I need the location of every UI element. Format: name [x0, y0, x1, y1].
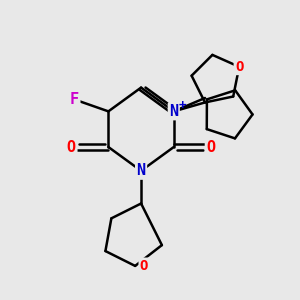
Text: O: O	[67, 140, 76, 154]
Text: N: N	[136, 163, 146, 178]
Text: O: O	[206, 140, 215, 154]
Text: O: O	[206, 140, 215, 154]
Text: O: O	[235, 60, 243, 74]
Text: O: O	[67, 140, 76, 154]
Text: F: F	[70, 92, 79, 107]
Text: F: F	[70, 92, 79, 107]
Text: O: O	[140, 259, 148, 273]
Text: +: +	[179, 99, 186, 112]
Text: N: N	[169, 104, 178, 119]
